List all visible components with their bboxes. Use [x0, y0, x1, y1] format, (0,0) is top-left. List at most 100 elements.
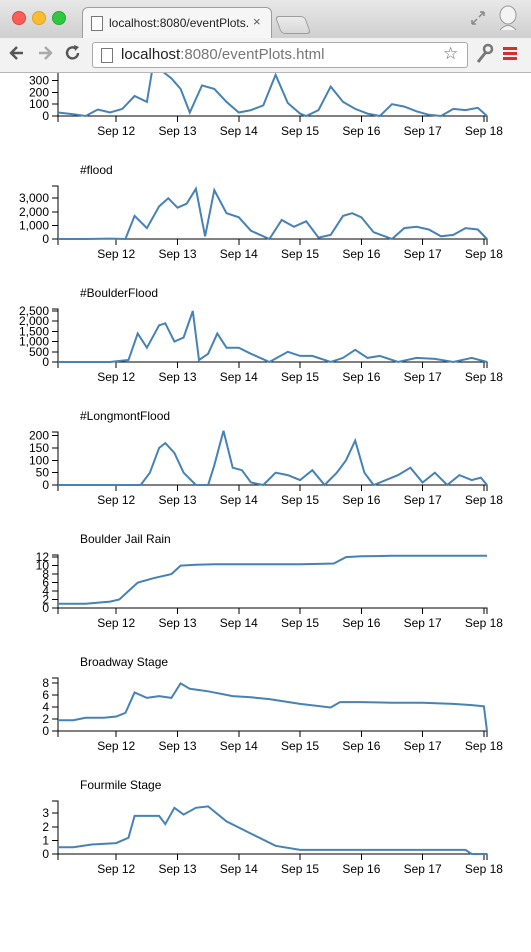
y-tick: 50: [36, 466, 58, 480]
y-axis-line: [52, 73, 59, 117]
x-tick: Sep 12: [97, 485, 136, 507]
x-axis: Sep 12 Sep 13 Sep 14 Sep 15 Sep 16 Sep 17 Sep …: [57, 361, 503, 384]
x-tick-label: Sep 16: [342, 616, 380, 630]
x-tick: Sep 16: [342, 608, 381, 630]
y-tick: 1,000: [19, 335, 58, 349]
reload-icon[interactable]: [62, 43, 84, 65]
zoom-window-button[interactable]: [52, 11, 66, 25]
x-tick-label: Sep 16: [342, 124, 380, 138]
x-tick: Sep 14: [220, 485, 258, 507]
profile-icon[interactable]: [497, 4, 519, 32]
x-tick: Sep 18: [465, 731, 503, 753]
x-tick: Sep 14: [220, 731, 258, 753]
x-tick-label: Sep 12: [97, 124, 135, 138]
y-axis-line: [52, 308, 59, 363]
x-axis-line: [57, 484, 488, 491]
x-tick: Sep 12: [97, 854, 136, 876]
tab-strip: localhost:8080/eventPlots.html ×: [0, 0, 531, 39]
url-host: localhost: [121, 46, 181, 63]
y-tick: 300: [29, 74, 58, 88]
forward-icon[interactable]: [34, 43, 56, 65]
page-icon: [91, 16, 103, 31]
wrench-icon[interactable]: [474, 43, 494, 65]
chart-title: #BoulderFlood: [80, 286, 158, 300]
y-tick: 0: [42, 601, 58, 615]
chart-title: Broadway Stage: [80, 655, 168, 669]
series-line: [58, 805, 487, 855]
series-line: [58, 310, 488, 364]
series-line: [57, 73, 488, 118]
y-tick-label: 4: [42, 700, 49, 714]
x-tick-label: Sep 16: [342, 493, 380, 507]
chart-1: Geo-tagged Tweets with media010020030040…: [29, 73, 503, 138]
chart-3: #BoulderFlood05001,0001,5002,0002,500Sep…: [19, 286, 503, 384]
x-tick: Sep 13: [158, 854, 197, 876]
tab-close-icon[interactable]: ×: [253, 14, 261, 29]
y-tick: 400: [29, 73, 49, 76]
x-tick: Sep 16: [342, 362, 381, 384]
x-tick: Sep 16: [342, 731, 381, 753]
y-tick: 6: [42, 576, 58, 590]
y-tick: 0: [42, 724, 58, 738]
x-tick-label: Sep 12: [97, 247, 135, 261]
x-tick: Sep 16: [342, 239, 381, 261]
x-tick-label: Sep 13: [158, 370, 196, 384]
y-tick: 1,000: [19, 218, 58, 232]
y-tick: 2,000: [19, 314, 58, 328]
star-icon[interactable]: ☆: [443, 44, 459, 63]
x-tick-label: Sep 13: [158, 247, 196, 261]
y-tick: 0: [42, 109, 58, 123]
y-tick: 0: [42, 355, 58, 369]
menu-icon[interactable]: [503, 47, 517, 61]
x-tick-label: Sep 15: [281, 370, 319, 384]
y-tick-label: 2,500: [19, 304, 49, 318]
series-line: [58, 682, 488, 732]
y-tick-label: 2: [42, 593, 49, 607]
x-axis: Sep 12 Sep 13 Sep 14 Sep 15 Sep 16 Sep 17 Sep …: [57, 238, 503, 261]
x-tick: Sep 18: [465, 608, 503, 630]
y-tick-label: 0: [42, 232, 49, 246]
y-tick: 3,000: [19, 191, 58, 205]
y-tick: 100: [29, 97, 58, 111]
y-tick: 2,000: [19, 205, 58, 219]
x-tick-label: Sep 18: [465, 739, 503, 753]
x-tick: Sep 18: [465, 485, 503, 507]
y-axis-line: [52, 554, 59, 609]
x-tick: Sep 17: [404, 608, 442, 630]
chart-title: Fourmile Stage: [80, 778, 162, 792]
back-icon[interactable]: [6, 43, 28, 65]
y-tick-label: 3,000: [19, 191, 49, 205]
address-bar[interactable]: localhost:8080/eventPlots.html ☆: [92, 42, 468, 68]
x-tick: Sep 13: [158, 608, 197, 630]
x-tick-label: Sep 16: [342, 739, 380, 753]
fullscreen-icon[interactable]: [470, 10, 486, 26]
y-tick: 100: [29, 453, 58, 467]
x-tick-label: Sep 13: [158, 616, 196, 630]
series-line: [58, 185, 488, 241]
x-tick-label: Sep 14: [220, 616, 258, 630]
series-line: [58, 430, 488, 487]
x-tick: Sep 15: [281, 731, 319, 753]
toolbar: localhost:8080/eventPlots.html ☆: [0, 38, 531, 73]
close-window-button[interactable]: [12, 11, 26, 25]
x-tick: Sep 15: [281, 608, 319, 630]
y-tick: 0: [42, 478, 58, 492]
charts-area: Geo-tagged Tweets with media010020030040…: [19, 73, 504, 876]
x-tick: Sep 14: [220, 116, 258, 138]
y-tick-label: 0: [42, 847, 49, 861]
y-tick-label: 12: [36, 550, 50, 564]
minimize-window-button[interactable]: [32, 11, 46, 25]
x-tick: Sep 12: [97, 731, 136, 753]
x-tick: Sep 15: [281, 854, 319, 876]
x-tick: Sep 12: [97, 239, 136, 261]
x-tick-label: Sep 15: [281, 247, 319, 261]
x-tick-label: Sep 18: [465, 247, 503, 261]
y-tick: 1: [42, 833, 58, 847]
y-tick-label: 1: [42, 833, 49, 847]
new-tab-button[interactable]: [274, 16, 312, 34]
x-tick: Sep 13: [158, 731, 197, 753]
x-tick-label: Sep 18: [465, 493, 503, 507]
tab-active[interactable]: localhost:8080/eventPlots.html ×: [82, 7, 272, 39]
